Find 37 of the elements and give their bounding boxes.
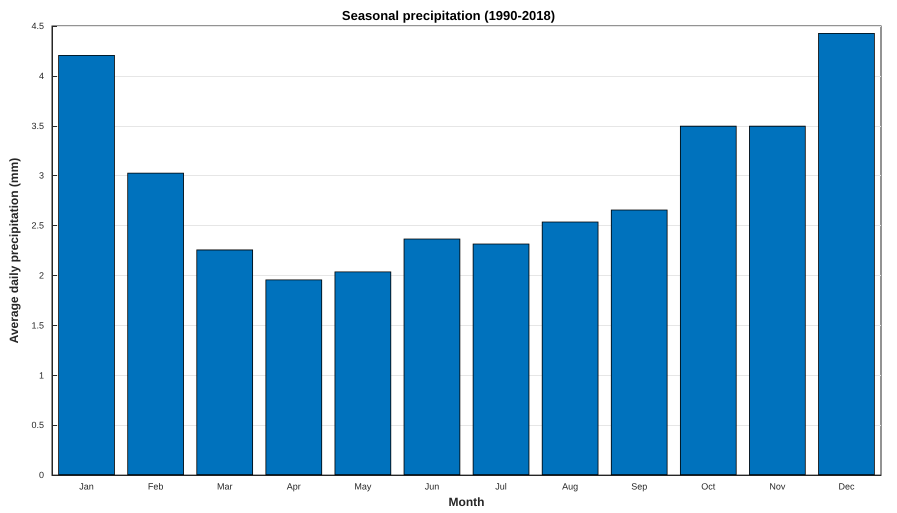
y-tick-label: 0.5: [31, 420, 44, 430]
bar: [265, 279, 322, 476]
y-tick-label: 2: [38, 270, 44, 280]
x-axis-title: Month: [448, 495, 484, 509]
x-tick-label: Sep: [631, 482, 648, 492]
chart-title: Seasonal precipitation (1990-2018): [342, 8, 556, 23]
x-tick-label: Dec: [838, 482, 855, 492]
y-tick-label: 3.5: [31, 120, 44, 131]
bar: [818, 32, 875, 476]
x-tick-label: Feb: [148, 482, 164, 492]
bar: [472, 244, 530, 476]
y-axis-title: Average daily precipitation (mm): [7, 158, 21, 344]
bar: [542, 222, 598, 476]
y-tick-label: 3: [38, 170, 44, 181]
y-tick-label: 4: [38, 70, 44, 81]
x-tick-label: Mar: [216, 482, 232, 492]
y-tick-label: 2.5: [31, 220, 44, 231]
y-tick-label: 1.5: [31, 320, 44, 330]
x-tick-label: Oct: [701, 482, 716, 492]
bar: [680, 126, 737, 476]
y-tick-label: 1: [38, 370, 44, 380]
bar: [58, 54, 115, 476]
y-tick-label: 0: [38, 470, 44, 480]
bar: [404, 238, 460, 476]
bar: [127, 172, 184, 476]
x-tick-label: May: [354, 482, 372, 492]
y-tick-label: 4.5: [31, 21, 44, 31]
bar: [334, 272, 392, 476]
x-tick-label: Jun: [424, 482, 440, 492]
x-tick-label: Nov: [769, 482, 786, 492]
x-tick-label: Aug: [562, 482, 578, 492]
x-tick-label: Jan: [79, 482, 94, 492]
bar: [749, 126, 806, 476]
x-tick-label: Jul: [495, 482, 507, 492]
bar: [196, 250, 254, 476]
x-tick-label: Apr: [286, 482, 301, 492]
bar: [610, 210, 668, 476]
